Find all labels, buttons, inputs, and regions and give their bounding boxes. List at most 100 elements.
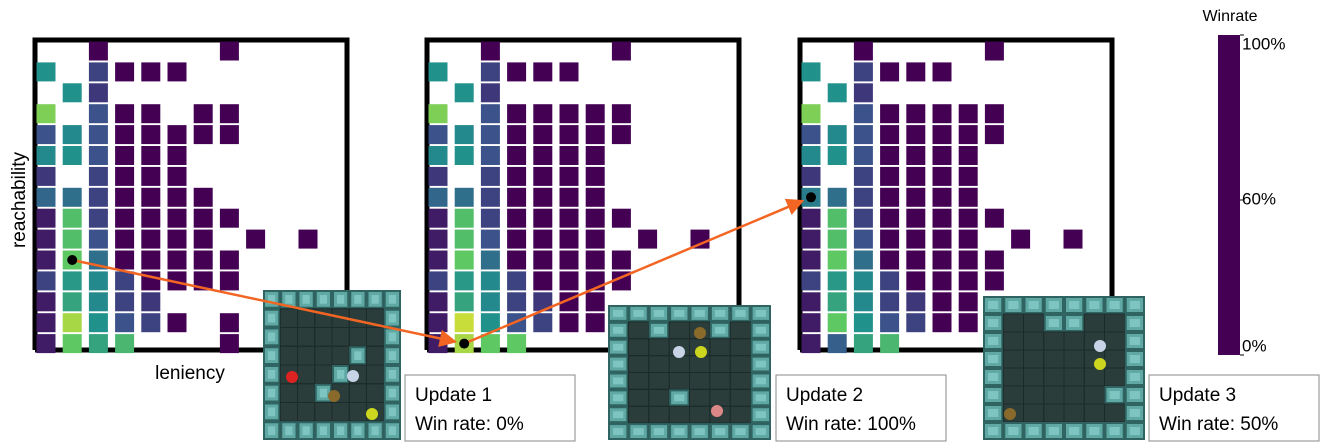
heatmap-cell (507, 229, 527, 249)
wall-tile-inner (988, 301, 999, 309)
heatmap-cell (932, 125, 952, 145)
heatmap-cell (88, 83, 108, 103)
x-axis-label: leniency (155, 363, 225, 384)
heatmap-cell (454, 208, 474, 228)
heatmap-cell (853, 41, 873, 61)
heatmap-cell (853, 334, 873, 354)
heatmap-cell (958, 104, 978, 124)
wall-tile-inner (755, 360, 766, 368)
level-thumbnail (263, 290, 401, 440)
heatmap-cell (88, 208, 108, 228)
heatmap-cell (559, 313, 579, 333)
heatmap-cell (1063, 229, 1083, 249)
heatmap-cell (428, 313, 448, 333)
wall-tile-inner (1089, 427, 1100, 435)
heatmap-cell (906, 208, 926, 228)
wall-tile-inner (371, 426, 379, 435)
wall-tile-inner (714, 428, 726, 435)
heatmap-cell (585, 104, 605, 124)
heatmap-cell (62, 271, 82, 291)
heatmap-cell (958, 292, 978, 312)
heatmap-cell (428, 292, 448, 312)
wall-tile-inner (653, 326, 665, 334)
heatmap-cell (984, 208, 1004, 228)
heatmap-cell (115, 62, 135, 82)
heatmap-cell (141, 104, 161, 124)
heatmap-cell (880, 166, 900, 186)
heatmap-cell (88, 62, 108, 82)
level-icon (286, 371, 298, 383)
heatmap-cell (533, 62, 553, 82)
heatmap-cell (141, 187, 161, 207)
wall-tile-inner (755, 377, 766, 385)
heatmap-cell (428, 208, 448, 228)
selected-level-dot (806, 192, 816, 203)
wall-tile-inner (388, 407, 396, 417)
heatmap-cell (115, 104, 135, 124)
wall-tile-inner (268, 370, 276, 379)
wall-tile-inner (268, 295, 276, 304)
wall-tile-inner (1109, 427, 1120, 435)
heatmap-cell (585, 208, 605, 228)
heatmap-cell (36, 229, 56, 249)
heatmap-cell (480, 292, 500, 312)
heatmap-cell (880, 313, 900, 333)
heatmap-cell (62, 125, 82, 145)
heatmap-cell (36, 334, 56, 354)
heatmap-cell (167, 125, 187, 145)
heatmap-cell (932, 187, 952, 207)
caption-box (1148, 374, 1320, 442)
heatmap-cell (984, 41, 1004, 61)
heatmap-cell (88, 271, 108, 291)
heatmap-cell (115, 187, 135, 207)
heatmap-cell (167, 62, 187, 82)
heatmap-cell (115, 313, 135, 333)
wall-tile-inner (285, 426, 293, 435)
heatmap-cell (559, 229, 579, 249)
heatmap-cell (880, 62, 900, 82)
heatmap-cell (585, 125, 605, 145)
heatmap-cell (559, 208, 579, 228)
heatmap-cell (428, 62, 448, 82)
heatmap-cell (480, 271, 500, 291)
heatmap-cell (611, 250, 631, 270)
heatmap-cell (533, 146, 553, 165)
heatmap-cell (36, 292, 56, 312)
wall-tile-inner (1129, 301, 1140, 309)
wall-tile-inner (354, 295, 362, 304)
heatmap-cell (559, 125, 579, 145)
heatmap-cell (480, 125, 500, 145)
heatmap-cell (219, 208, 239, 228)
wall-tile-inner (988, 391, 999, 399)
wall-tile-inner (1028, 427, 1039, 435)
heatmap-cell (507, 125, 527, 145)
heatmap-cell (827, 83, 847, 103)
heatmap-cell (932, 166, 952, 186)
heatmap-cell (167, 250, 187, 270)
heatmap-cell (193, 229, 213, 249)
level-icon (328, 390, 340, 402)
heatmap-cell (906, 104, 926, 124)
wall-tile-inner (1069, 427, 1080, 435)
heatmap-cell (507, 104, 527, 124)
wall-tile-inner (613, 394, 624, 402)
heatmap-cell (827, 187, 847, 207)
heatmap-cell (880, 229, 900, 249)
wall-tile-inner (268, 332, 276, 342)
heatmap-cell (932, 104, 952, 124)
heatmap-cell (480, 187, 500, 207)
heatmap-cell (428, 271, 448, 291)
heatmap-cell (219, 250, 239, 270)
wall-tile-inner (1089, 301, 1100, 309)
heatmap-cell (585, 187, 605, 207)
wall-tile-inner (714, 310, 726, 317)
heatmap-cell (62, 83, 82, 103)
heatmap-cell (585, 313, 605, 333)
heatmap-cell (932, 250, 952, 270)
heatmap-cell (827, 292, 847, 312)
heatmap-cell (36, 313, 56, 333)
transition-arrow (71, 258, 458, 347)
heatmap-cell (115, 229, 135, 249)
heatmap-cell (958, 229, 978, 249)
selected-level-dot (67, 255, 78, 265)
